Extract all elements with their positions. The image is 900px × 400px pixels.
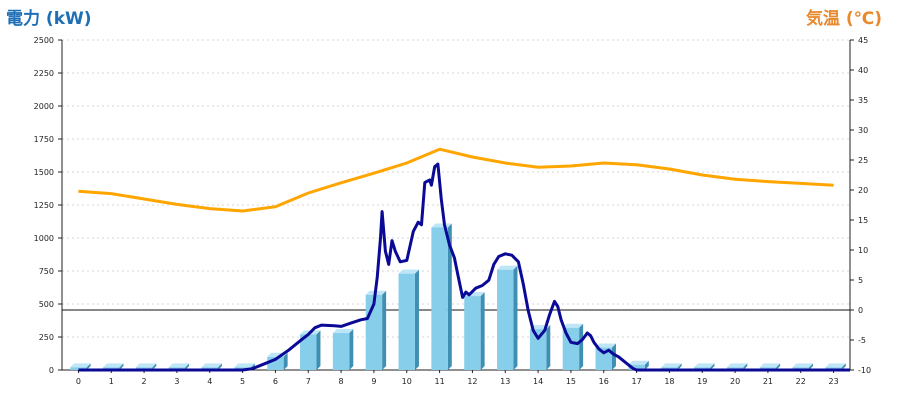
power-bar xyxy=(398,269,419,370)
power-bar xyxy=(365,290,387,370)
temperature-line-series xyxy=(78,147,834,213)
right-tick-label: 25 xyxy=(858,156,868,165)
x-tick-label: 15 xyxy=(566,377,576,386)
left-tick-label: 2000 xyxy=(34,102,54,111)
power-bar xyxy=(562,323,584,370)
x-tick-label: 7 xyxy=(306,377,311,386)
x-tick-label: 22 xyxy=(796,377,806,386)
x-tick-label: 16 xyxy=(599,377,609,386)
right-tick-label: 45 xyxy=(858,36,868,45)
left-axis-title: 電力 (kW) xyxy=(6,9,92,29)
x-tick-label: 12 xyxy=(467,377,477,386)
x-tick-label: 8 xyxy=(339,377,344,386)
power-bar xyxy=(497,265,518,370)
right-tick-label: 0 xyxy=(858,306,863,315)
right-tick-label: 35 xyxy=(858,96,868,105)
x-tick-label: 21 xyxy=(763,377,773,386)
x-tick-label: 2 xyxy=(142,377,147,386)
power-bar xyxy=(332,329,354,370)
power-bar xyxy=(529,325,551,370)
x-tick-label: 14 xyxy=(533,377,543,386)
x-tick-label: 5 xyxy=(240,377,245,386)
left-tick-label: 1500 xyxy=(34,168,54,177)
left-tick-label: 250 xyxy=(39,333,54,342)
x-tick-label: 1 xyxy=(109,377,114,386)
left-tick-label: 1750 xyxy=(34,135,54,144)
x-tick-label: 11 xyxy=(434,377,444,386)
power-bar xyxy=(628,360,649,370)
x-tick-label: 10 xyxy=(402,377,412,386)
right-tick-label: -5 xyxy=(858,336,866,345)
power-bar xyxy=(464,292,485,370)
left-tick-label: 1000 xyxy=(34,234,54,243)
right-tick-label: -10 xyxy=(858,366,871,375)
left-tick-label: 2250 xyxy=(34,69,54,78)
right-tick-label: 20 xyxy=(858,186,868,195)
x-tick-label: 3 xyxy=(174,377,179,386)
right-tick-label: 10 xyxy=(858,246,868,255)
right-tick-label: 15 xyxy=(858,216,868,225)
left-tick-label: 0 xyxy=(49,366,54,375)
right-axis-title: 気温 (℃) xyxy=(805,9,882,29)
x-tick-label: 6 xyxy=(273,377,278,386)
x-tick-label: 17 xyxy=(631,377,641,386)
power-line-series xyxy=(78,162,850,372)
x-tick-label: 19 xyxy=(697,377,707,386)
x-tick-label: 0 xyxy=(76,377,81,386)
right-tick-label: 5 xyxy=(858,276,863,285)
left-tick-label: 750 xyxy=(39,267,54,276)
right-tick-label: 40 xyxy=(858,66,868,75)
x-tick-label: 9 xyxy=(371,377,376,386)
x-tick-label: 20 xyxy=(730,377,740,386)
x-tick-label: 18 xyxy=(664,377,674,386)
power-bar xyxy=(300,330,321,370)
x-tick-label: 23 xyxy=(828,377,838,386)
left-tick-label: 1250 xyxy=(34,201,54,210)
right-tick-label: 30 xyxy=(858,126,868,135)
power-bar xyxy=(595,343,616,370)
power-bar xyxy=(431,223,452,370)
left-tick-label: 2500 xyxy=(34,36,54,45)
left-tick-label: 500 xyxy=(39,300,54,309)
x-tick-label: 4 xyxy=(207,377,212,386)
x-tick-label: 13 xyxy=(500,377,510,386)
